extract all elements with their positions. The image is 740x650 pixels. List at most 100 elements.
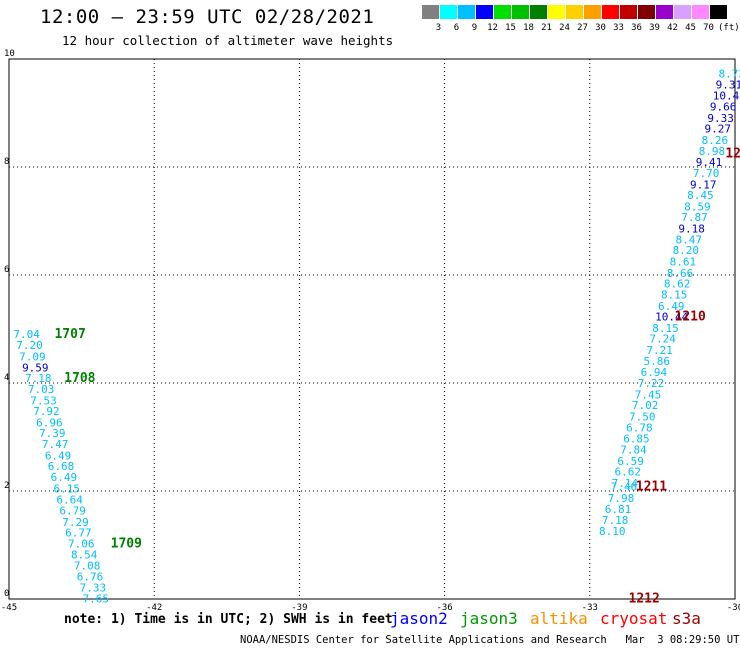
scale-swatch [584,5,601,19]
wave-height-value: 7.98 [608,492,635,505]
page-title: 12:00 – 23:59 UTC 02/28/2021 [40,6,375,28]
wave-height-value: 7.46 [611,481,638,494]
page-subtitle: 12 hour collection of altimeter wave hei… [62,33,394,48]
wave-height-value: 8.10 [599,525,626,538]
scale-swatch [530,5,547,19]
latitude-tick-label: 10 [4,49,15,59]
wave-height-value: 8.72 [719,68,740,81]
wave-height-value: 7.08 [74,560,101,573]
track-time-label: 1211 [636,480,667,495]
wave-height-value: 6.77 [65,527,92,540]
track-time-label: 1212 [629,591,660,606]
longitude-tick-label: -33 [582,603,598,613]
wave-height-value: 7.33 [80,582,107,595]
wave-height-value: 7.02 [632,399,659,412]
track-time-label: 1709 [111,536,142,551]
longitude-tick-label: -39 [291,603,307,613]
longitude-tick-label: -42 [146,603,162,613]
scale-label: 36 [631,23,642,33]
wave-height-value: 9.41 [696,156,723,169]
wave-height-value: 7.03 [28,383,55,396]
wave-height-value: 7.20 [16,339,43,352]
wave-height-value: 8.61 [670,256,697,269]
scale-swatch [458,5,475,19]
wave-height-value: 9.33 [707,112,734,125]
wave-height-value: 10.44 [655,311,688,324]
wave-height-value: 7.14 [612,477,639,490]
scale-swatch [440,5,457,19]
scale-label: 6 [453,23,460,33]
wave-height-value: 7.18 [25,372,52,385]
scale-swatch [548,5,565,19]
satellite-jason2: jason2 [390,609,448,628]
track-time-label: 120 [725,146,740,161]
satellite-s3a: s3a [672,609,701,628]
wave-height-value: 6.81 [605,503,632,516]
wave-height-value: 8.15 [652,322,679,335]
latitude-tick-label: 4 [4,373,9,383]
scale-label: 24 [559,23,570,33]
satellite-jason3: jason3 [460,609,518,628]
credit-line: NOAA/NESDIS Center for Satellite Applica… [240,634,740,646]
wave-height-value: 6.49 [45,449,72,462]
scale-label: 45 [685,23,696,33]
scale-label: 15 [505,23,516,33]
wave-height-value: 7.53 [30,394,56,407]
wave-height-value: 6.94 [641,366,668,379]
wave-height-value: 8.66 [667,267,694,280]
scale-swatch [602,5,619,19]
wave-height-value: 8.15 [661,288,688,301]
wave-height-value: 7.47 [42,438,69,451]
wave-height-value: 7.09 [19,351,46,364]
wave-height-value: 9.27 [705,123,732,136]
scale-swatch [674,5,691,19]
scale-label: 70 [703,23,714,33]
wave-height-value: 8.54 [71,549,98,562]
scale-swatch [638,5,655,19]
wave-height-value: 6.62 [614,466,641,479]
wave-height-value: 6.76 [77,570,104,583]
wave-height-value: 7.39 [39,427,65,440]
wave-height-value: 6.15 [54,482,81,495]
longitude-tick-label: -30 [727,603,740,613]
wave-height-value: 7.45 [635,388,662,401]
wave-height-value: 8.45 [687,189,714,202]
wave-height-value: 6.49 [51,471,78,484]
latitude-tick-label: 8 [4,157,9,167]
scale-label: 18 [523,23,534,33]
scale-swatch [476,5,493,19]
wave-height-value: 7.18 [602,514,629,527]
wave-height-value: 7.92 [33,405,60,418]
wave-height-value: 8.26 [702,134,729,147]
wave-height-value: 8.98 [699,145,726,158]
scale-swatch [566,5,583,19]
longitude-tick-label: -45 [1,603,17,613]
wave-height-value: 7.24 [649,333,676,346]
wave-height-value: 7.21 [646,344,673,357]
latitude-tick-label: 2 [4,481,9,491]
wave-height-value: 8.62 [664,278,691,291]
wave-height-value: 7.87 [681,211,708,224]
scale-label: 42 [667,23,678,33]
wave-height-value: 8.47 [675,233,702,246]
wave-height-value: 7.70 [693,167,720,180]
scale-label: 33 [613,23,624,33]
wave-height-value: 9.31 [716,78,740,91]
scale-label: 12 [487,23,498,33]
wave-height-value: 7.06 [68,537,95,550]
scale-label: 21 [541,23,552,33]
scale-swatch [692,5,709,19]
map-frame [8,58,736,600]
scale-label: 39 [649,23,660,33]
wave-height-value: 7.22 [638,377,665,390]
wave-height-value: 7.50 [629,410,656,423]
track-time-label: 1708 [64,371,95,386]
scale-label: 9 [471,23,478,33]
wave-height-value: 5.86 [644,355,671,368]
scale-swatch [620,5,637,19]
wave-height-value: 6.96 [36,416,63,429]
wave-height-value: 10.43 [713,90,740,103]
note-text: note: 1) Time is in UTC; 2) SWH is in fe… [64,612,393,627]
wave-height-value: 8.20 [673,244,700,257]
